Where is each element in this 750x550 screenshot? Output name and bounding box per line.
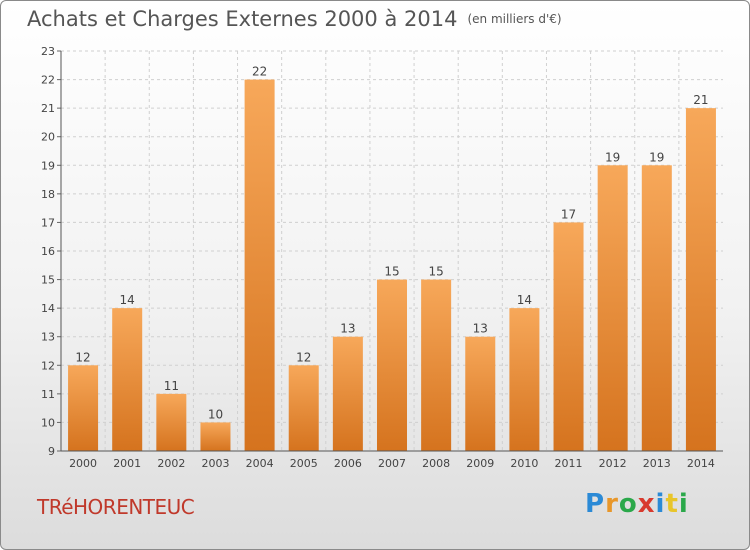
bar-2006 <box>332 336 363 451</box>
x-tick-label: 2007 <box>378 457 406 470</box>
logo-letter: i <box>678 489 689 519</box>
commune-name: TRéHORENTEUC <box>37 495 195 519</box>
y-tick-label: 9 <box>48 445 55 458</box>
bar-2001 <box>112 308 143 451</box>
y-tick-label: 17 <box>41 216 55 229</box>
bar-value-label: 14 <box>120 293 135 307</box>
bar-2011 <box>553 222 584 451</box>
bar-2002 <box>156 393 187 451</box>
logo-letter: i <box>655 489 666 519</box>
bar-value-label: 12 <box>296 350 311 364</box>
y-tick-label: 10 <box>41 416 55 429</box>
bar-2004 <box>244 79 275 452</box>
bar-2010 <box>509 308 540 451</box>
y-tick-label: 16 <box>41 245 55 258</box>
y-tick-label: 14 <box>41 302 55 315</box>
y-tick-label: 23 <box>41 45 55 58</box>
x-tick-label: 2011 <box>555 457 583 470</box>
bar-value-label: 14 <box>517 293 532 307</box>
x-tick-label: 2003 <box>201 457 229 470</box>
bar-2012 <box>597 165 628 452</box>
y-tick-label: 20 <box>41 131 55 144</box>
logo-letter: P <box>585 489 606 519</box>
bar-value-label: 19 <box>605 150 620 164</box>
x-tick-label: 2005 <box>290 457 318 470</box>
bar-2008 <box>421 279 452 451</box>
logo-letter: x <box>637 489 656 519</box>
y-tick-label: 19 <box>41 159 55 172</box>
logo-letter: o <box>618 489 638 519</box>
bar-value-label: 10 <box>208 407 223 421</box>
bar-2013 <box>641 165 672 452</box>
x-tick-label: 2001 <box>113 457 141 470</box>
proxiti-logo: Proxiti <box>585 489 689 519</box>
x-tick-label: 2010 <box>510 457 538 470</box>
chart-title-text: Achats et Charges Externes 2000 à 2014 <box>27 7 458 31</box>
bar-2005 <box>288 365 319 451</box>
logo-letter: t <box>665 489 679 519</box>
x-tick-label: 2014 <box>687 457 715 470</box>
bar-value-label: 12 <box>75 350 90 364</box>
y-tick-label: 11 <box>41 388 55 401</box>
chart-unit: (en milliers d'€) <box>467 12 562 26</box>
y-tick-label: 13 <box>41 331 55 344</box>
x-tick-label: 2008 <box>422 457 450 470</box>
y-tick-label: 15 <box>41 274 55 287</box>
y-tick-label: 12 <box>41 359 55 372</box>
bar-value-label: 15 <box>384 265 399 279</box>
x-tick-label: 2000 <box>69 457 97 470</box>
chart-title: Achats et Charges Externes 2000 à 2014 (e… <box>27 7 562 31</box>
bar-2009 <box>465 336 496 451</box>
bar-value-label: 13 <box>473 322 488 336</box>
x-tick-label: 2004 <box>246 457 274 470</box>
y-tick-label: 21 <box>41 102 55 115</box>
y-tick-label: 22 <box>41 74 55 87</box>
x-tick-label: 2002 <box>157 457 185 470</box>
bar-value-label: 11 <box>164 379 179 393</box>
x-tick-label: 2006 <box>334 457 362 470</box>
bar-value-label: 13 <box>340 322 355 336</box>
logo-letter: r <box>605 489 619 519</box>
bar-value-label: 17 <box>561 207 576 221</box>
y-tick-label: 18 <box>41 188 55 201</box>
bar-2014 <box>685 108 716 452</box>
bar-value-label: 19 <box>649 150 664 164</box>
bar-value-label: 22 <box>252 65 267 79</box>
bar-value-label: 15 <box>428 265 443 279</box>
x-tick-label: 2009 <box>466 457 494 470</box>
x-tick-label: 2012 <box>599 457 627 470</box>
bar-2000 <box>68 365 99 451</box>
bar-2003 <box>200 422 231 451</box>
bar-value-label: 21 <box>693 93 708 107</box>
bar-2007 <box>376 279 408 451</box>
x-tick-label: 2013 <box>643 457 671 470</box>
